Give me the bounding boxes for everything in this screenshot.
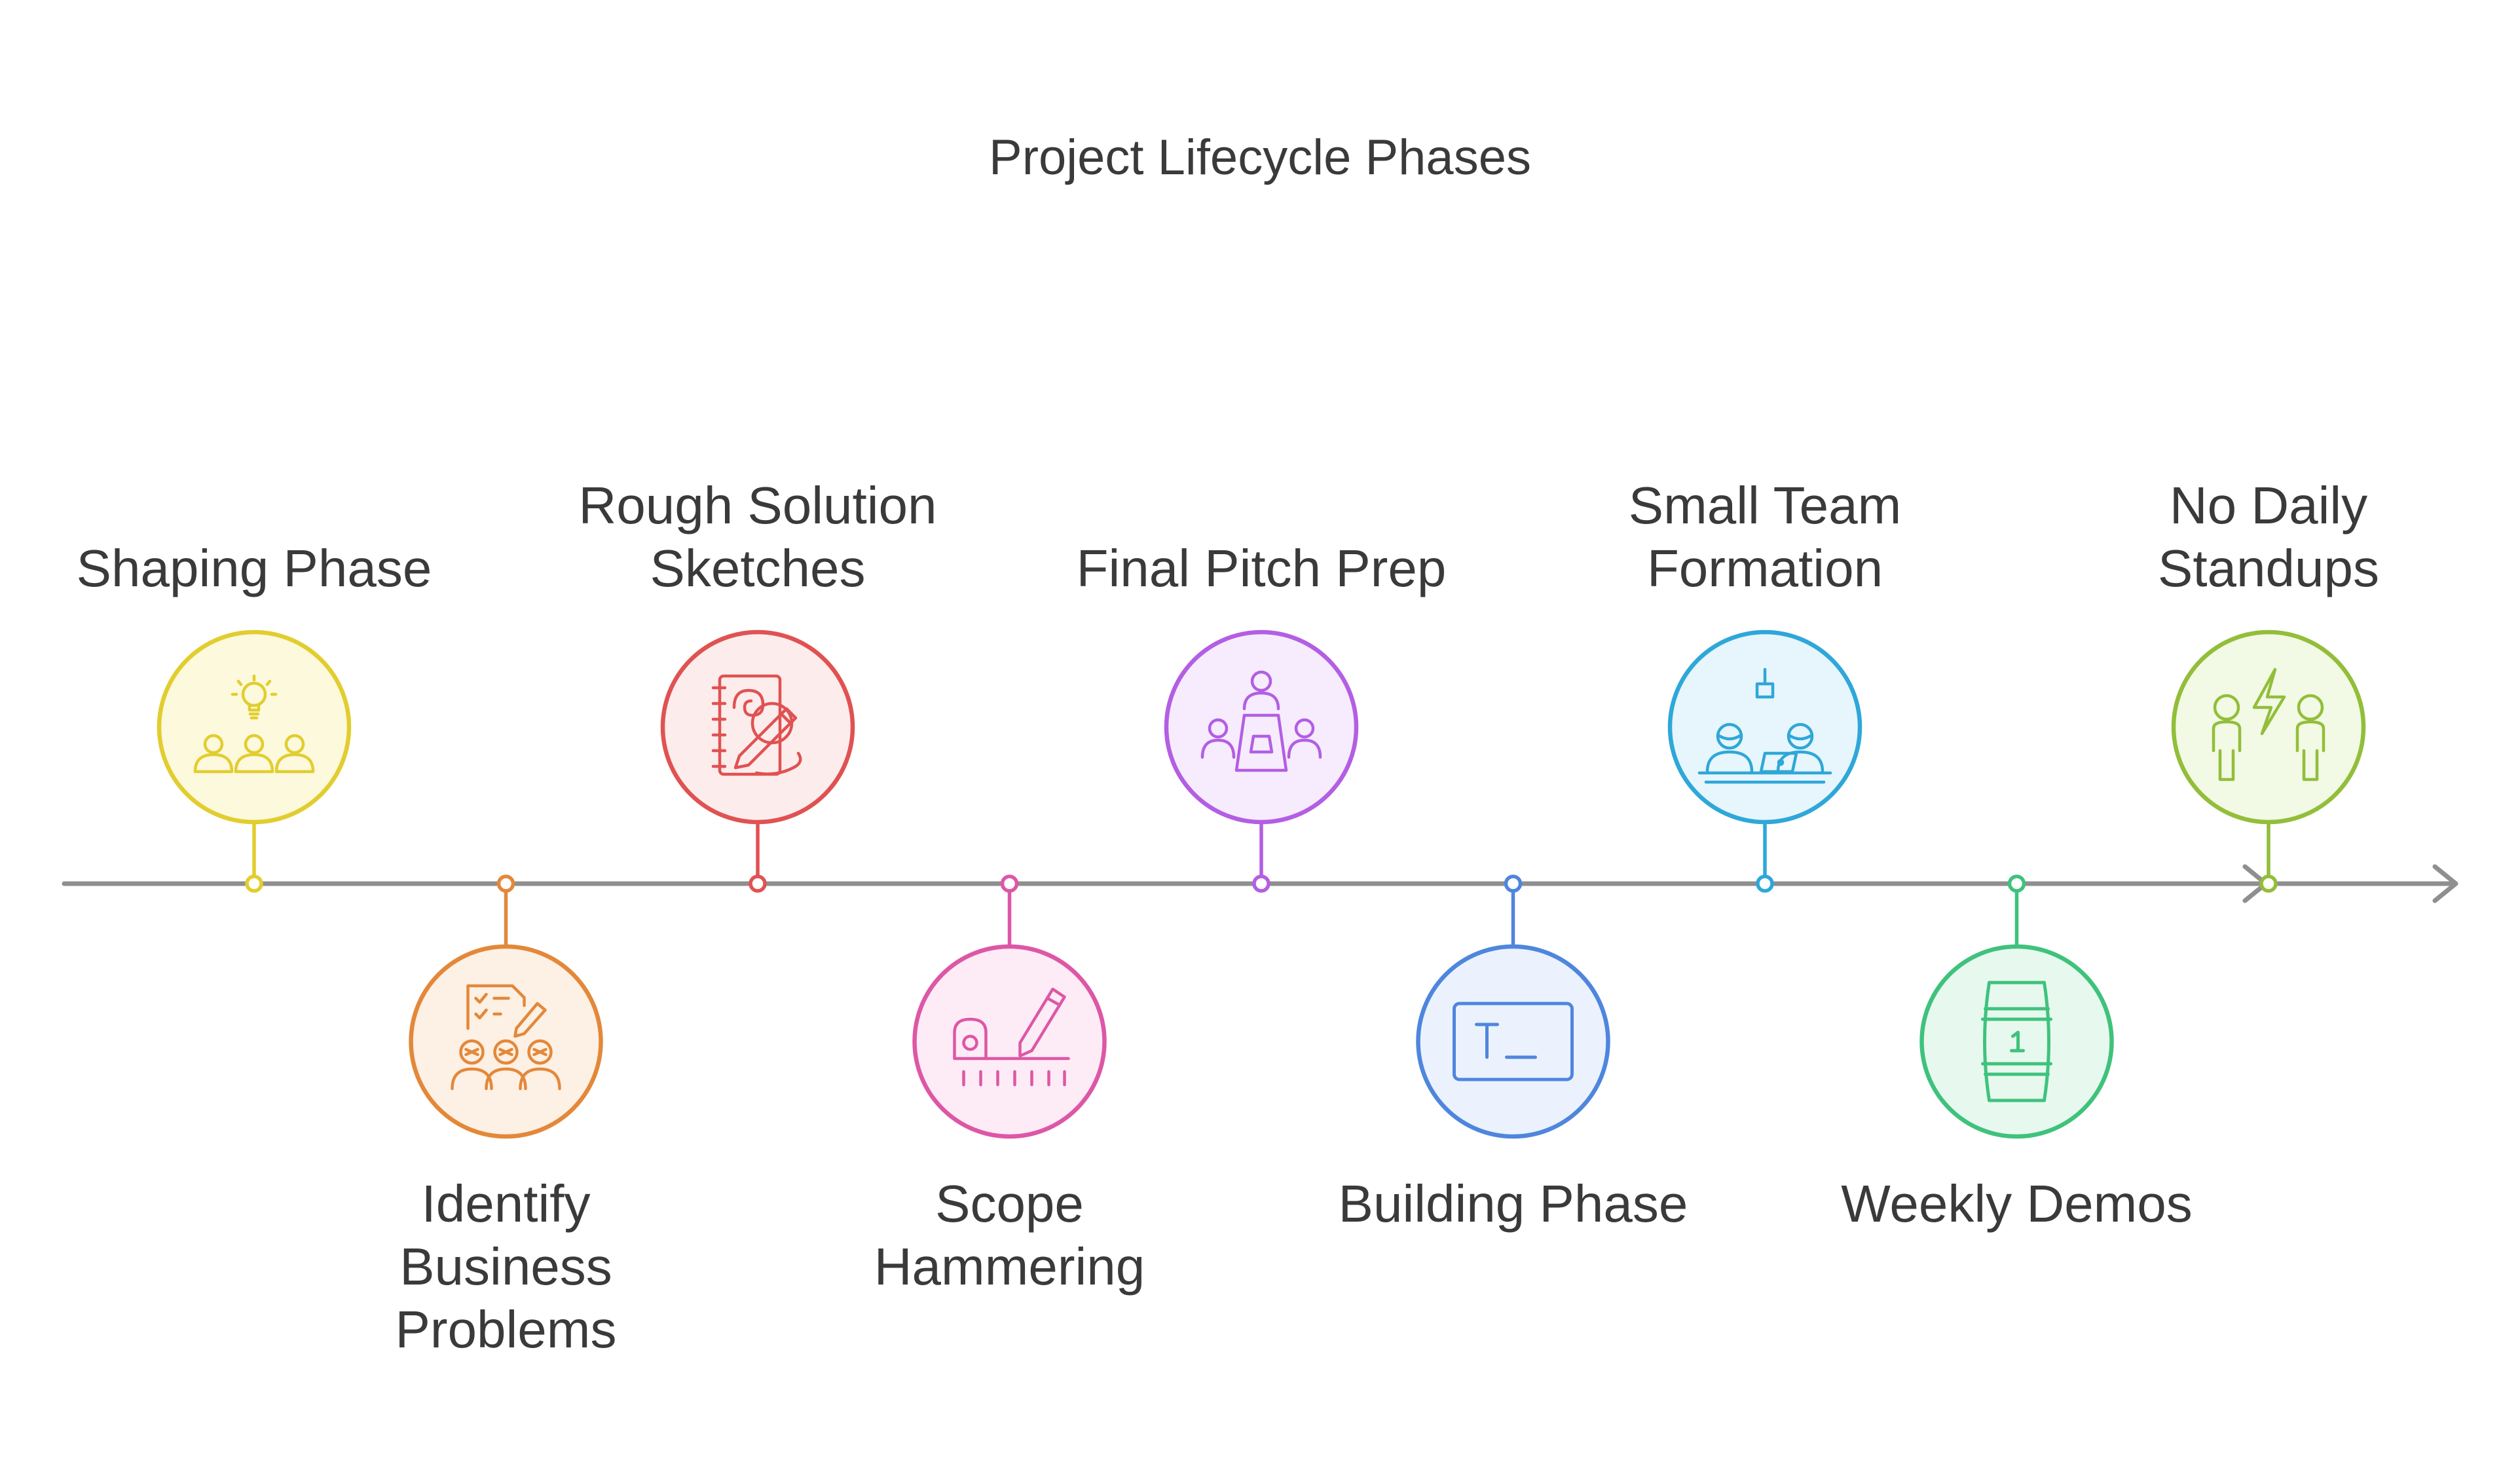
- phase-label-line: Identify: [422, 1174, 591, 1233]
- phase-label-line: Shaping Phase: [77, 539, 432, 597]
- phase-label-line: Business: [399, 1237, 612, 1296]
- phase-label-line: Final Pitch Prep: [1077, 539, 1447, 597]
- axis-dot: [1000, 874, 1019, 893]
- phase-label-line: Scope: [935, 1174, 1084, 1233]
- phase-circle: [912, 944, 1107, 1139]
- axis-dot: [245, 874, 263, 893]
- phase-label-line: Standups: [2158, 539, 2379, 597]
- phase-shaping-phase: Shaping Phase: [77, 539, 432, 893]
- phase-weekly-demos: Weekly Demos: [1841, 874, 2193, 1233]
- axis-dot: [1504, 874, 1523, 893]
- phase-circle: [1667, 629, 1862, 825]
- axis-dot: [1756, 874, 1774, 893]
- phase-final-pitch-prep: Final Pitch Prep: [1077, 539, 1447, 893]
- phase-label-line: Building Phase: [1339, 1174, 1688, 1233]
- axis-dot: [2259, 874, 2278, 893]
- axis-dot: [496, 874, 515, 893]
- sketchbook-pen-icon: [711, 674, 802, 776]
- phase-label-line: Small Team: [1629, 476, 1901, 535]
- phase-circle: [2171, 629, 2366, 825]
- phase-label-line: Formation: [1647, 539, 1883, 597]
- checklist-team-icon: [451, 984, 561, 1091]
- diagram-title: Project Lifecycle Phases: [989, 130, 1531, 185]
- axis-dot: [1252, 874, 1270, 893]
- axis-dot: [2007, 874, 2026, 893]
- team-desk-icon: [1697, 667, 1832, 784]
- axis-arrowhead: [2432, 864, 2458, 903]
- phase-list: Shaping PhaseIdentifyBusinessProblemsRou…: [77, 476, 2379, 1359]
- two-people-lightning-icon: [2212, 667, 2325, 781]
- phase-building-phase: Building Phase: [1339, 874, 1688, 1233]
- meeting-table-icon: [1200, 670, 1322, 772]
- phase-label-line: Rough Solution: [578, 476, 936, 535]
- phase-label-line: Hammering: [874, 1237, 1145, 1296]
- phase-label-line: Problems: [396, 1300, 617, 1359]
- barrel-icon: [1981, 981, 2052, 1102]
- lightbulb-team-icon: [193, 674, 315, 774]
- tape-measure-pencil-icon: [953, 987, 1070, 1087]
- phase-label-line: Sketches: [650, 539, 865, 597]
- phase-circle: [660, 629, 855, 825]
- phase-label-line: No Daily: [2170, 476, 2367, 535]
- terminal-icon: [1453, 1002, 1574, 1081]
- phase-circle: [157, 629, 352, 825]
- phase-label-line: Weekly Demos: [1841, 1174, 2192, 1233]
- phase-circle: [1416, 944, 1610, 1139]
- axis-dot: [749, 874, 767, 893]
- phase-circle: [1164, 629, 1359, 825]
